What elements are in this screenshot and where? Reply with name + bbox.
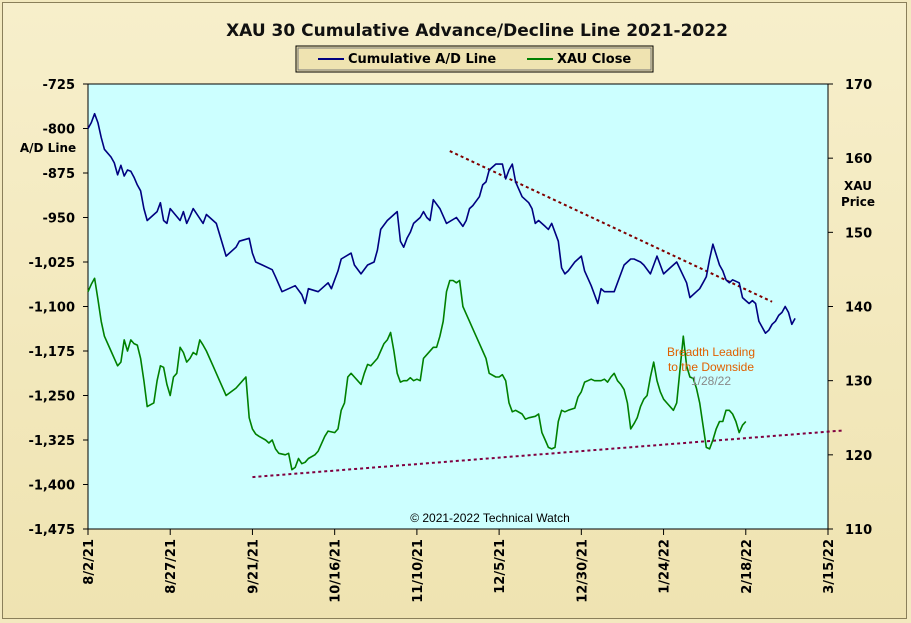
- left-tick-label: -950: [42, 212, 75, 227]
- annotation-breadth-line-1: Breadth Leading: [667, 345, 755, 359]
- left-tick-label: -800: [42, 123, 75, 138]
- series-line-xau-close: [87, 277, 747, 471]
- trendline-left: [449, 150, 773, 303]
- right-axis-title-line-1: XAU: [844, 179, 872, 193]
- right-tick-label: 140: [845, 301, 872, 316]
- x-tick-label: 12/30/21: [575, 539, 590, 603]
- left-tick-label: -725: [42, 78, 75, 93]
- trendlines: [252, 150, 845, 479]
- left-axis-title: A/D Line: [20, 141, 76, 155]
- left-tick-label: -1,025: [28, 256, 75, 271]
- legend-label-xau-close: XAU Close: [557, 52, 631, 67]
- left-tick-label: -875: [42, 167, 75, 182]
- right-tick-label: 130: [845, 375, 872, 390]
- trendline-right: [252, 429, 845, 479]
- left-tick-label: -1,475: [28, 523, 75, 538]
- plot-area: [87, 83, 829, 530]
- right-tick-label: 160: [845, 152, 872, 167]
- x-tick-label: 3/15/22: [822, 539, 837, 594]
- left-axis: -725 -800 -875 -950 -1,025 -1,100 -1,175 -1,250…: [28, 78, 88, 538]
- left-tick-label: -1,400: [28, 479, 75, 494]
- legend-label-ad-line: Cumulative A/D Line: [348, 52, 496, 67]
- copyright-text: © 2021-2022 Technical Watch: [410, 511, 570, 525]
- x-tick-label: 8/27/21: [164, 539, 179, 594]
- legend: Cumulative A/D Line XAU Close: [295, 45, 654, 73]
- x-tick-label: 9/21/21: [246, 539, 261, 594]
- left-tick-label: -1,175: [28, 345, 75, 360]
- right-tick-label: 170: [845, 78, 872, 93]
- series-group: [87, 112, 796, 471]
- right-axis: 170 160 150 140 130 120 110: [828, 78, 872, 538]
- right-axis-title-line-2: Price: [841, 195, 875, 209]
- chart-title: XAU 30 Cumulative Advance/Decline Line 2…: [226, 21, 728, 41]
- x-tick-label: 2/18/22: [740, 539, 755, 594]
- x-tick-label: 11/10/21: [411, 539, 426, 603]
- right-tick-label: 150: [845, 226, 872, 241]
- x-tick-label: 8/2/21: [82, 539, 97, 585]
- left-tick-label: -1,325: [28, 434, 75, 449]
- right-tick-label: 110: [845, 523, 872, 538]
- x-tick-label: 1/24/22: [658, 539, 673, 594]
- left-tick-label: -1,250: [28, 390, 75, 405]
- x-tick-label: 10/16/21: [329, 539, 344, 603]
- annotation-breadth-line-2: to the Downside: [668, 360, 754, 374]
- left-tick-label: -1,100: [28, 301, 75, 316]
- x-tick-label: 12/5/21: [493, 539, 508, 594]
- series-line-ad-line: [87, 112, 796, 334]
- x-axis: 8/2/21 8/27/21 9/21/21 10/16/21 11/10/21 12/5…: [82, 529, 837, 603]
- right-tick-label: 120: [845, 449, 872, 464]
- annotation-date: 1/28/22: [691, 374, 731, 388]
